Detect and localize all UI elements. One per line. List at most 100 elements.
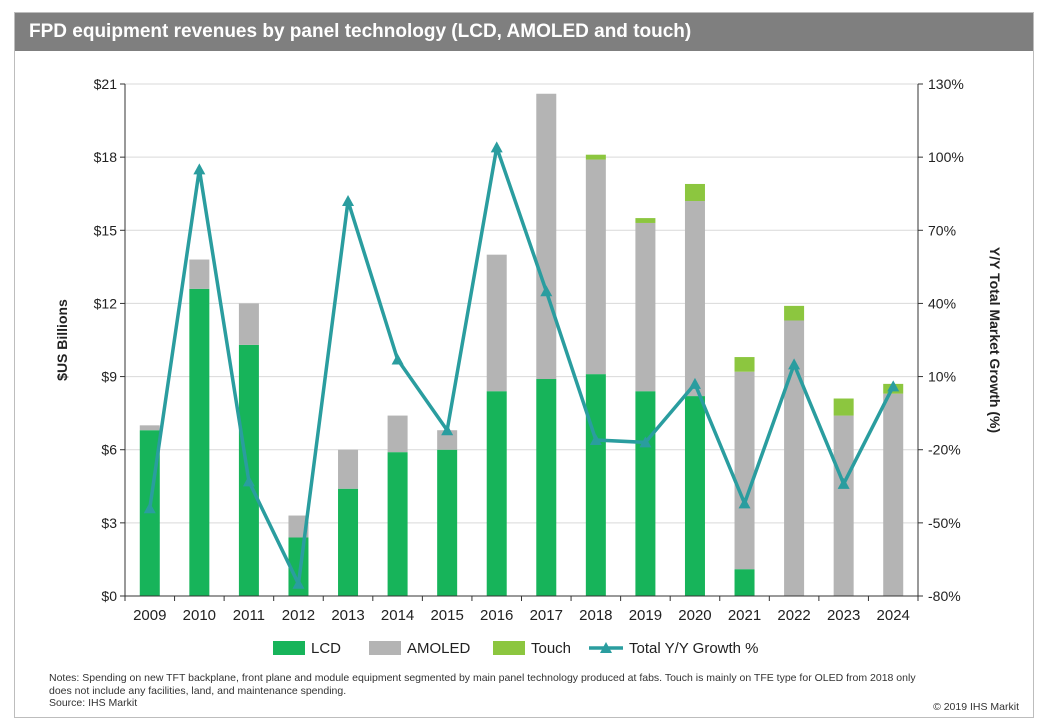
- growth-line: [148, 145, 895, 586]
- bar-amoled-2019: [635, 222, 656, 392]
- legend-label: Total Y/Y Growth %: [629, 640, 759, 657]
- bar-amoled-2020: [684, 201, 705, 397]
- bar-amoled-2009: [139, 425, 160, 431]
- source-text: Source: IHS Markit: [49, 697, 138, 709]
- bar-amoled-2016: [486, 254, 507, 392]
- growth-marker-2016: [490, 141, 503, 153]
- y2-tick-label: 100%: [928, 149, 964, 165]
- legend-swatch-growth-marker: [600, 642, 612, 653]
- bar-lcd-2016: [486, 391, 507, 596]
- legend-swatch-touch: [493, 641, 525, 655]
- growth-marker-2013: [342, 195, 355, 207]
- y2-tick-label: -50%: [928, 515, 961, 531]
- y2-tick-label: -80%: [928, 588, 961, 604]
- bar-amoled-2017: [536, 93, 557, 380]
- y-axis-title: $US Billions: [54, 299, 70, 381]
- x-tick-label: 2010: [183, 607, 216, 624]
- bar-touch-2021: [734, 357, 755, 372]
- x-tick-label: 2017: [530, 607, 563, 624]
- y2-tick-label: 70%: [928, 222, 956, 238]
- bar-lcd-2019: [635, 391, 656, 596]
- bar-amoled-2010: [189, 259, 210, 289]
- y-tick-label: $21: [94, 76, 118, 92]
- y2-tick-label: -20%: [928, 442, 961, 458]
- bar-lcd-2013: [338, 488, 359, 596]
- bar-series: [139, 93, 904, 596]
- legend: LCD AMOLED Touch Total Y/Y Growth %: [273, 640, 759, 657]
- axes: $0 $3 $6 $9 $12 $15 $18 $21 -80% -50% -20% 10% 40% 70…: [54, 76, 1003, 624]
- x-tick-label: 2019: [629, 607, 662, 624]
- growth-marker-2024: [887, 380, 900, 392]
- bar-amoled-2018: [585, 159, 606, 375]
- bar-lcd-2010: [189, 288, 210, 596]
- chart-frame: FPD equipment revenues by panel technolo…: [14, 12, 1034, 718]
- bar-amoled-2021: [734, 371, 755, 570]
- growth-marker-2014: [391, 353, 404, 365]
- y-tick-label: $3: [101, 515, 117, 531]
- y-tick-label: $9: [101, 369, 117, 385]
- legend-label: LCD: [311, 640, 341, 657]
- bar-lcd-2015: [437, 449, 458, 596]
- y-tick-label: $12: [94, 295, 118, 311]
- legend-swatch-amoled: [369, 641, 401, 655]
- legend-label: AMOLED: [407, 640, 471, 657]
- x-tick-label: 2013: [331, 607, 364, 624]
- bar-lcd-2020: [684, 396, 705, 596]
- legend-label: Touch: [531, 640, 571, 657]
- growth-marker-2022: [788, 358, 801, 370]
- bar-touch-2018: [585, 154, 606, 160]
- growth-marker-2023: [837, 477, 850, 489]
- growth-marker-2017: [540, 285, 553, 297]
- legend-swatch-lcd: [273, 641, 305, 655]
- bar-amoled-2011: [238, 303, 259, 345]
- chart-svg: $0 $3 $6 $9 $12 $15 $18 $21 -80% -50% -20% 10% 40% 70…: [54, 76, 1003, 657]
- bar-lcd-2017: [536, 379, 557, 596]
- bar-touch-2020: [684, 183, 705, 202]
- x-tick-label: 2023: [827, 607, 860, 624]
- bar-amoled-2023: [833, 415, 854, 596]
- growth-marker-2019: [639, 436, 652, 448]
- x-tick-label: 2014: [381, 607, 414, 624]
- bar-amoled-2014: [387, 415, 408, 453]
- bar-touch-2023: [833, 398, 854, 416]
- x-tick-label: 2009: [133, 607, 166, 624]
- bar-amoled-2022: [784, 320, 805, 596]
- y-tick-label: $0: [101, 588, 117, 604]
- bar-amoled-2013: [338, 449, 359, 489]
- x-tick-label: 2016: [480, 607, 513, 624]
- growth-marker-2020: [688, 377, 701, 389]
- x-tick-label: 2022: [777, 607, 810, 624]
- y-tick-label: $15: [94, 222, 118, 238]
- x-tick-label: 2020: [678, 607, 711, 624]
- growth-marker-2009: [143, 502, 156, 514]
- chart-title: FPD equipment revenues by panel technolo…: [15, 13, 1033, 51]
- growth-marker-2010: [193, 163, 206, 175]
- y2-tick-label: 130%: [928, 76, 964, 92]
- bar-touch-2022: [784, 305, 805, 321]
- x-tick-label: 2011: [233, 607, 265, 624]
- y2-axis-title: Y/Y Total Market Growth (%): [987, 247, 1003, 433]
- x-tick-label: 2021: [728, 607, 761, 624]
- y-tick-label: $6: [101, 442, 117, 458]
- bar-lcd-2014: [387, 452, 408, 596]
- growth-line-series: [143, 141, 900, 589]
- y2-tick-label: 10%: [928, 369, 956, 385]
- x-tick-label: 2012: [282, 607, 315, 624]
- x-tick-label: 2018: [579, 607, 612, 624]
- growth-marker-2011: [242, 475, 255, 487]
- growth-marker-2021: [738, 497, 751, 509]
- bar-amoled-2024: [883, 393, 904, 596]
- copyright-text: © 2019 IHS Markit: [933, 701, 1019, 713]
- growth-marker-2015: [441, 424, 454, 436]
- x-tick-label: 2024: [877, 607, 910, 624]
- notes-text: Notes: Spending on new TFT backplane, fr…: [49, 672, 916, 697]
- bar-lcd-2021: [734, 569, 755, 596]
- x-tick-label: 2015: [430, 607, 463, 624]
- y-tick-label: $18: [94, 149, 118, 165]
- bar-lcd-2018: [585, 374, 606, 596]
- y2-tick-label: 40%: [928, 295, 956, 311]
- chart-notes: Notes: Spending on new TFT backplane, fr…: [49, 672, 929, 710]
- growth-marker-2012: [292, 577, 305, 589]
- bar-touch-2019: [635, 218, 656, 223]
- growth-marker-2018: [589, 433, 602, 445]
